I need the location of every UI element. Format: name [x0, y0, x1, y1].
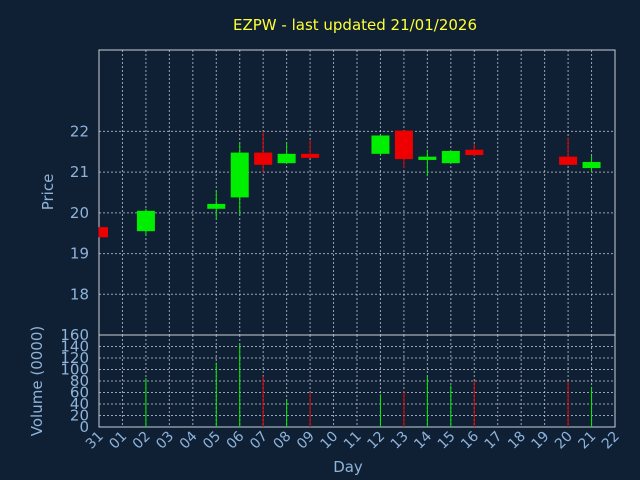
candle-body — [99, 227, 108, 238]
candle-body — [301, 153, 320, 158]
volume-y-tick-label: 0 — [79, 418, 89, 436]
candle — [441, 150, 460, 164]
candle-body — [394, 130, 413, 160]
candle-body — [418, 156, 437, 160]
candle — [277, 142, 296, 164]
price-panel-frame — [98, 49, 616, 336]
x-axis-label: Day — [333, 458, 363, 476]
candle-body — [582, 161, 601, 169]
candle — [418, 149, 437, 177]
x-ticks: 31 01 02 03 04 05 06 07 08 09 10 11 12 13 14 15 16 17 18 19… — [83, 428, 623, 452]
candle-body — [254, 152, 273, 165]
candle-body — [371, 135, 390, 154]
volume-panel-frame — [98, 334, 616, 428]
volume-y-tick-label: 80 — [70, 372, 89, 390]
x-tick-label: 07 — [247, 429, 271, 453]
price-grid — [98, 50, 616, 335]
x-tick-label: 18 — [505, 429, 529, 453]
x-tick-label: 17 — [482, 429, 506, 453]
x-tick-label: 13 — [388, 429, 412, 453]
volume-y-tick-label: 20 — [70, 407, 89, 425]
candles — [98, 130, 601, 238]
x-tick-label: 14 — [411, 428, 435, 452]
price-y-tick-label: 18 — [70, 285, 89, 303]
x-tick-label: 19 — [529, 429, 553, 453]
volume-y-tick-label: 140 — [60, 338, 89, 356]
volume-y-tick-label: 160 — [60, 326, 89, 344]
candle — [582, 155, 601, 173]
volume-y-label: Volume (0000) — [28, 326, 46, 436]
candle — [207, 190, 226, 219]
chart-title: EZPW - last updated 21/01/2026 — [233, 16, 477, 34]
price-y-label: Price — [39, 174, 57, 211]
x-tick-label: 08 — [271, 429, 295, 453]
candle-body — [559, 156, 578, 165]
volume-bars — [145, 343, 593, 427]
volume-y-tick-label: 120 — [60, 349, 89, 367]
x-tick-label: 01 — [106, 429, 130, 453]
x-tick-label: 20 — [552, 429, 576, 453]
x-tick-label: 16 — [458, 428, 482, 452]
candle — [465, 143, 484, 156]
x-tick-label: 22 — [599, 429, 623, 453]
x-tick-label: 03 — [153, 429, 177, 453]
candle-body — [136, 210, 155, 232]
candle — [371, 135, 390, 156]
x-tick-label: 15 — [435, 429, 459, 453]
x-tick-label: 04 — [177, 428, 201, 452]
x-tick-label: 12 — [364, 429, 388, 453]
candle — [254, 131, 273, 173]
candle-body — [230, 152, 249, 198]
x-tick-label: 10 — [317, 429, 341, 453]
price-y-tick-label: 21 — [70, 163, 89, 181]
volume-y-tick-label: 40 — [70, 395, 89, 413]
price-y-tick-label: 19 — [70, 245, 89, 263]
volume-y-tick-label: 100 — [60, 361, 89, 379]
candle — [136, 208, 155, 236]
volume-grid — [98, 334, 616, 428]
price-y-ticks: 18 19 20 21 22 — [70, 122, 89, 303]
candle-body — [277, 153, 296, 164]
candle — [559, 137, 578, 165]
candle — [230, 142, 249, 215]
candle-body — [441, 150, 460, 164]
candle — [394, 130, 413, 169]
x-tick-label: 06 — [224, 428, 248, 452]
x-tick-label: 09 — [294, 429, 318, 453]
candle-body — [207, 203, 226, 209]
volume-y-tick-label: 60 — [70, 384, 89, 402]
price-y-tick-label: 22 — [70, 122, 89, 140]
x-tick-label: 05 — [200, 429, 224, 453]
candle — [301, 139, 320, 158]
candle — [98, 227, 108, 238]
x-tick-label: 02 — [130, 429, 154, 453]
x-tick-label: 11 — [341, 429, 365, 453]
x-tick-label: 21 — [575, 429, 599, 453]
price-y-tick-label: 20 — [70, 204, 89, 222]
candle-body — [465, 149, 484, 156]
